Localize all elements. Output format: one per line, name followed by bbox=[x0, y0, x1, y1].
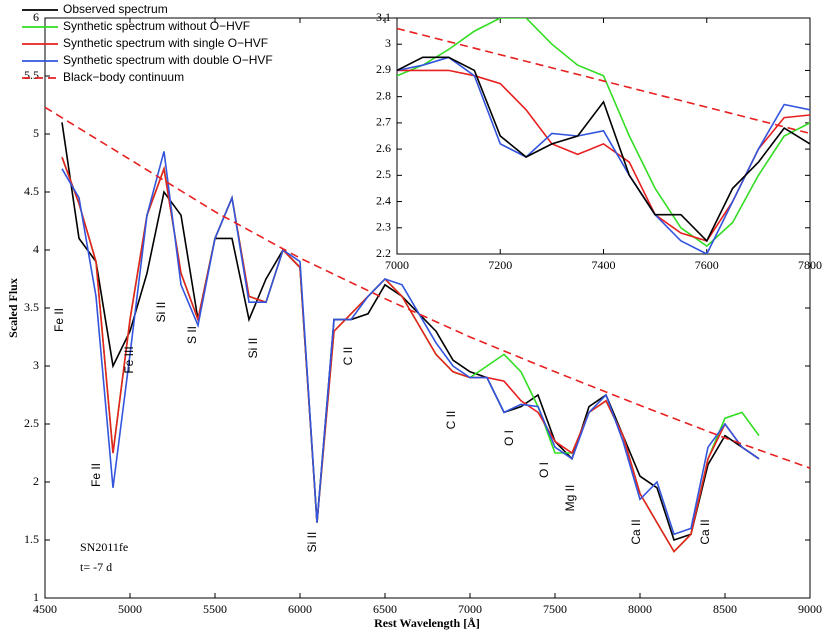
x-tick-label: 5500 bbox=[203, 602, 227, 616]
y-tick-label: 2.3 bbox=[376, 220, 391, 234]
x-tick-label: 4500 bbox=[33, 602, 57, 616]
x-tick-label: 8500 bbox=[713, 602, 737, 616]
x-tick-label: 8000 bbox=[628, 602, 652, 616]
spectrum-line bbox=[397, 27, 810, 135]
y-tick-label: 3 bbox=[385, 36, 391, 50]
legend-label: Synthetic spectrum without O−HVF bbox=[63, 19, 250, 33]
spectrum-line bbox=[45, 106, 810, 469]
x-tick-label: 5000 bbox=[118, 602, 142, 616]
y-tick-label: 4.5 bbox=[24, 184, 39, 198]
spectrum-line bbox=[397, 56, 810, 254]
line-label: S II bbox=[185, 326, 199, 344]
legend-label: Synthetic spectrum with double O−HVF bbox=[63, 53, 273, 67]
line-label: Fe II bbox=[52, 308, 66, 332]
y-tick-label: 5 bbox=[33, 126, 39, 140]
line-label: O I bbox=[502, 430, 516, 446]
y-tick-label: 2.5 bbox=[376, 167, 391, 181]
x-tick-label: 6000 bbox=[288, 602, 312, 616]
y-tick-label: 2.8 bbox=[376, 88, 391, 102]
spectrum-line bbox=[61, 151, 760, 536]
line-label: Fe III bbox=[122, 346, 136, 373]
annotation: t= -7 d bbox=[80, 560, 112, 574]
x-axis-label: Rest Wavelength [Å] bbox=[374, 616, 480, 630]
y-tick-label: 2.6 bbox=[376, 141, 391, 155]
legend-label: Synthetic spectrum with single O−HVF bbox=[63, 36, 268, 50]
x-tick-label: 7200 bbox=[488, 258, 512, 272]
y-tick-label: 2.4 bbox=[376, 193, 391, 207]
y-tick-label: 2.9 bbox=[376, 62, 391, 76]
y-tick-label: 2 bbox=[33, 474, 39, 488]
line-label: Fe II bbox=[89, 463, 103, 487]
y-tick-label: 2.5 bbox=[24, 416, 39, 430]
line-label: Si II bbox=[154, 302, 168, 323]
line-label: Ca II bbox=[698, 519, 712, 544]
y-tick-label: 3.5 bbox=[24, 300, 39, 314]
y-tick-label: 6 bbox=[33, 10, 39, 24]
x-tick-label: 9000 bbox=[798, 602, 822, 616]
y-tick-label: 1.5 bbox=[24, 532, 39, 546]
y-axis-label: Scaled Flux bbox=[6, 278, 20, 338]
y-tick-label: 3 bbox=[33, 358, 39, 372]
y-tick-label: 2.2 bbox=[376, 246, 391, 260]
spectrum-line bbox=[61, 122, 760, 542]
legend-label: Black−body continuum bbox=[63, 70, 184, 84]
y-tick-label: 3.1 bbox=[376, 10, 391, 24]
y-tick-label: 5.5 bbox=[24, 68, 39, 82]
line-label: Mg II bbox=[563, 485, 577, 512]
x-tick-label: 7800 bbox=[798, 258, 822, 272]
x-tick-label: 7000 bbox=[385, 258, 409, 272]
annotation: SN2011fe bbox=[80, 540, 128, 554]
x-tick-label: 7600 bbox=[695, 258, 719, 272]
x-tick-label: 7000 bbox=[458, 602, 482, 616]
inset-frame bbox=[396, 17, 811, 255]
y-tick-label: 2.7 bbox=[376, 115, 391, 129]
x-tick-label: 7400 bbox=[592, 258, 616, 272]
spectrum-line bbox=[397, 56, 810, 243]
line-label: O I bbox=[537, 462, 551, 478]
legend-label: Observed spectrum bbox=[63, 2, 168, 16]
line-label: Si II bbox=[305, 532, 319, 553]
x-tick-label: 7500 bbox=[543, 602, 567, 616]
line-label: C II bbox=[444, 411, 458, 430]
y-tick-label: 4 bbox=[33, 242, 39, 256]
line-label: Ca II bbox=[629, 519, 643, 544]
spectrum-line bbox=[397, 18, 810, 248]
x-tick-label: 6500 bbox=[373, 602, 397, 616]
line-label: C II bbox=[341, 347, 355, 366]
y-tick-label: 1 bbox=[33, 590, 39, 604]
line-label: Si II bbox=[246, 338, 260, 359]
